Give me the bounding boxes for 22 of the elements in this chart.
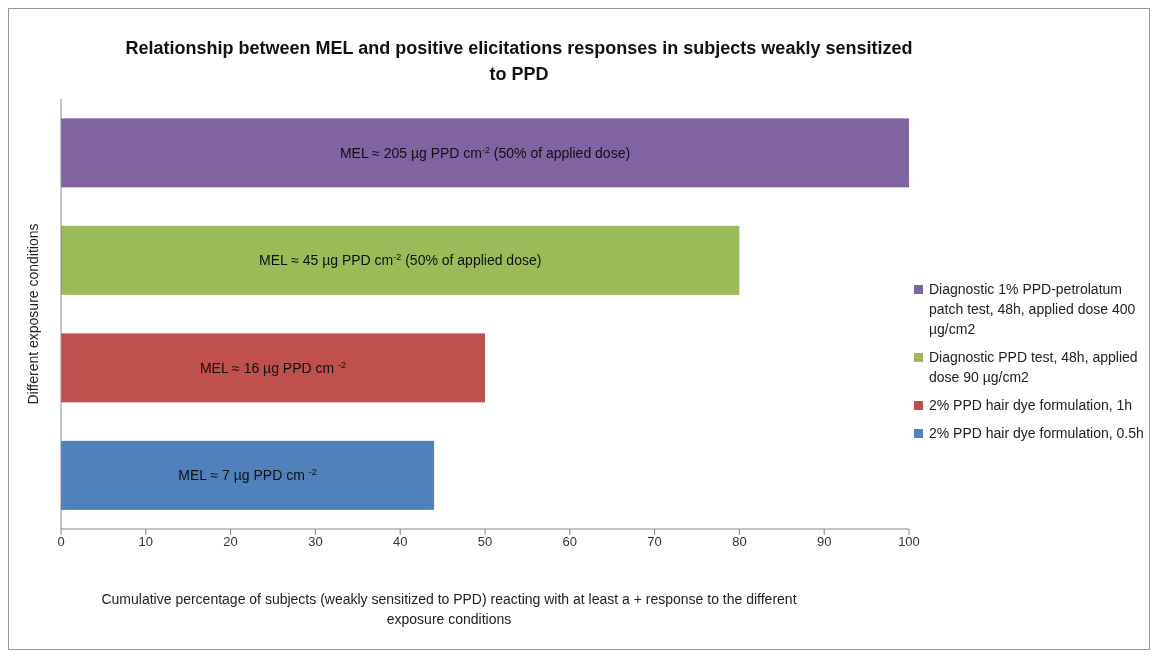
legend-label: Diagnostic PPD test, 48h, applied dose 90 µg/cm2 — [929, 348, 1139, 387]
x-tick-label: 70 — [647, 534, 662, 550]
x-tick-label: 20 — [223, 534, 238, 550]
annotation: MEL ≈ 45 µg PPD cm$^{-2}$ (50% of applied dose) — [259, 252, 542, 269]
x-tick-label: 0 — [57, 534, 65, 550]
x-tick-label: 90 — [816, 534, 832, 550]
annotation: MEL ≈ 7 µg PPD cm $^{-2}$ — [178, 467, 317, 484]
x-tick-label: 50 — [477, 534, 493, 550]
legend-label: 2% PPD hair dye formulation, 1h — [929, 396, 1133, 415]
legend-label: Diagnostic 1% PPD-petrolatum patch test, 48h, applied dose 400 µg/cm2 — [929, 280, 1137, 339]
annotation: MEL ≈ 16 µg PPD cm $^{-2}$ — [199, 359, 347, 376]
x-axis-title: Cumulative percentage of subjects (weakly sensitized to PPD) reacting with at least a + response to the different exposure conditions — [100, 590, 798, 629]
x-tick-label: 10 — [138, 534, 154, 550]
x-tick-label: 30 — [308, 534, 323, 550]
chart-title: Relationship between MEL and positive elicitations responses in subjects weakly sensitized to PPD — [124, 37, 914, 86]
x-tick-label: 60 — [562, 534, 578, 550]
annotation: MEL ≈ 205 µg PPD cm$^{-2}$ (50% of applied dose) — [339, 144, 631, 161]
x-tick-label: 80 — [732, 534, 747, 550]
x-tick-label: 100 — [898, 534, 920, 550]
legend-label: 2% PPD hair dye formulation, 0.5h — [929, 424, 1144, 443]
y-axis-title: Different exposure conditions — [24, 223, 41, 405]
x-tick-label: 40 — [392, 534, 408, 550]
